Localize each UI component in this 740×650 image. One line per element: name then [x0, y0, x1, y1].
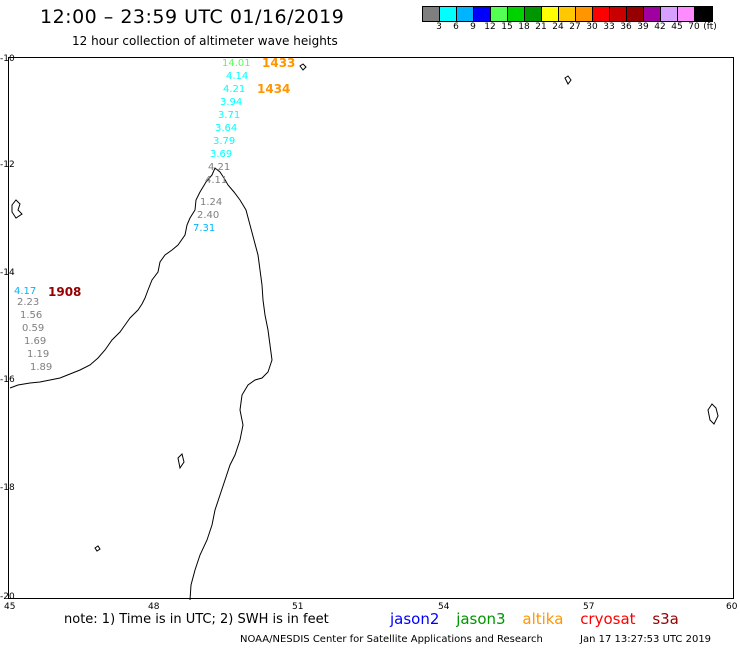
legend-color-swatch [474, 7, 491, 21]
legend-tick: 27 [569, 22, 581, 32]
legend-color-swatch [610, 7, 627, 21]
swh-value: 1.56 [20, 310, 43, 321]
swh-value: 1.24 [200, 197, 223, 208]
swh-value: 4.14 [226, 71, 249, 82]
lon-label: 45 [4, 602, 16, 612]
legend-tick: 12 [484, 22, 496, 32]
footer-timestamp: Jan 17 13:27:53 UTC 2019 [580, 634, 712, 645]
wave-height-color-legend [422, 6, 713, 22]
satellite-label: cryosat [580, 610, 636, 628]
legend-tick: 39 [637, 22, 649, 32]
legend-tick: 21 [535, 22, 547, 32]
swh-value: 2.23 [17, 297, 40, 308]
legend-color-swatch [559, 7, 576, 21]
legend-color-swatch [661, 7, 678, 21]
island-west-small [94, 545, 101, 552]
swh-value: 1.89 [30, 362, 53, 373]
satellite-label: jason3 [456, 610, 506, 628]
legend-tick: 24 [552, 22, 564, 32]
swh-value: 14.01 [222, 58, 251, 69]
lat-label: -20 [0, 592, 15, 602]
swh-value: 7.31 [193, 223, 216, 234]
swh-value: 4.17 [14, 286, 37, 297]
legend-tick: 3 [436, 22, 442, 32]
island-north [299, 63, 307, 71]
lat-label: -18 [0, 483, 15, 493]
lat-label: -10 [0, 54, 15, 64]
track-time-label: 1433 [262, 56, 296, 70]
swh-value: 4.11 [205, 175, 228, 186]
map-frame [8, 57, 734, 599]
legend-color-swatch [695, 7, 712, 21]
legend-color-swatch [593, 7, 610, 21]
legend-color-swatch [491, 7, 508, 21]
legend-color-swatch [423, 7, 440, 21]
lon-label: 54 [438, 602, 450, 612]
map-title: 12:00 – 23:59 UTC 01/16/2019 [40, 6, 345, 28]
track-time-label: 1434 [257, 82, 291, 96]
legend-tick: 36 [620, 22, 632, 32]
legend-tick: 45 [671, 22, 683, 32]
satellite-label: s3a [652, 610, 679, 628]
lon-label: 57 [583, 602, 595, 612]
legend-color-swatch [576, 7, 593, 21]
lon-label: 51 [292, 602, 304, 612]
legend-tick: 15 [501, 22, 513, 32]
swh-value: 0.59 [22, 323, 45, 334]
swh-value: 3.79 [213, 136, 236, 147]
footer-note: note: 1) Time is in UTC; 2) SWH is in fe… [64, 612, 329, 627]
legend-color-swatch [525, 7, 542, 21]
legend-color-swatch [644, 7, 661, 21]
legend-color-swatch [457, 7, 474, 21]
swh-value: 3.71 [218, 110, 241, 121]
legend-tick: 33 [603, 22, 615, 32]
lat-label: -14 [0, 268, 15, 278]
island-west-mid [177, 453, 185, 470]
swh-value: 1.19 [27, 349, 50, 360]
satellite-legend: jason2 jason3 altika cryosat s3a [390, 610, 691, 628]
island-east-south [707, 403, 719, 425]
legend-color-swatch [678, 7, 695, 21]
legend-tick: 9 [470, 22, 476, 32]
swh-value: 3.94 [220, 97, 243, 108]
swh-value: 4.21 [223, 84, 246, 95]
satellite-label: jason2 [390, 610, 440, 628]
legend-tick: 30 [586, 22, 598, 32]
track-time-label: 1908 [48, 285, 82, 299]
legend-tick: 6 [453, 22, 459, 32]
lon-label: 48 [148, 602, 160, 612]
swh-value: 2.40 [197, 210, 220, 221]
lon-label: 60 [726, 602, 738, 612]
footer-credit: NOAA/NESDIS Center for Satellite Applica… [240, 634, 543, 645]
swh-value: 4.21 [208, 162, 231, 173]
swh-value: 3.64 [215, 123, 238, 134]
legend-unit: (ft) [703, 22, 717, 32]
island-east-north [564, 75, 572, 85]
legend-color-swatch [627, 7, 644, 21]
legend-color-swatch [508, 7, 525, 21]
legend-color-swatch [440, 7, 457, 21]
lat-label: -16 [0, 375, 15, 385]
swh-value: 1.69 [24, 336, 47, 347]
island-comoros [11, 199, 23, 219]
legend-tick: 18 [518, 22, 530, 32]
map-subtitle: 12 hour collection of altimeter wave hei… [72, 34, 338, 48]
swh-value: 3.69 [210, 149, 233, 160]
legend-tick: 42 [654, 22, 666, 32]
satellite-label: altika [522, 610, 564, 628]
madagascar-coastline [9, 167, 273, 601]
legend-color-swatch [542, 7, 559, 21]
legend-tick: 70 [688, 22, 700, 32]
lat-label: -12 [0, 160, 15, 170]
